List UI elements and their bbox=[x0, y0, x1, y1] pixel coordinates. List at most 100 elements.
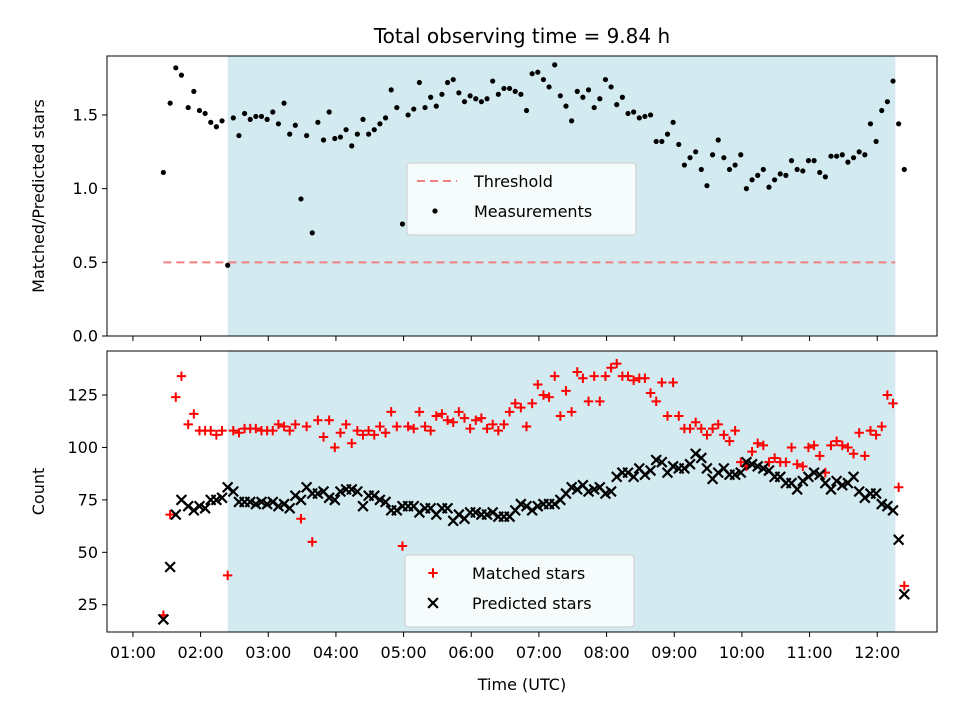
data-point bbox=[704, 183, 710, 189]
plot-frame bbox=[106, 55, 938, 337]
legend-box bbox=[404, 554, 635, 628]
data-point bbox=[307, 537, 317, 547]
data-point bbox=[791, 483, 803, 496]
data-point bbox=[527, 398, 537, 409]
data-point bbox=[442, 415, 453, 425]
data-point bbox=[465, 423, 475, 434]
panel-ratio: 0.0 0.5 1.0 1.5 Matched/Predicted stars Thres… bbox=[29, 55, 938, 346]
data-point bbox=[369, 430, 379, 440]
data-point bbox=[847, 471, 860, 483]
legend-label: Threshold bbox=[473, 172, 553, 191]
data-point bbox=[662, 411, 673, 421]
data-point bbox=[685, 423, 695, 434]
data-point bbox=[501, 85, 507, 92]
data-point bbox=[444, 79, 451, 86]
data-point bbox=[360, 116, 366, 122]
data-point bbox=[552, 62, 558, 68]
data-point bbox=[642, 113, 648, 120]
data-point bbox=[800, 168, 806, 174]
data-point bbox=[882, 390, 893, 400]
legend-label: Predicted stars bbox=[472, 594, 592, 613]
data-point bbox=[171, 392, 181, 402]
data-point bbox=[173, 65, 179, 71]
data-point bbox=[693, 149, 699, 155]
data-point bbox=[397, 541, 408, 551]
data-point bbox=[788, 158, 795, 164]
data-point bbox=[871, 430, 881, 440]
data-point bbox=[290, 419, 301, 430]
data-point bbox=[865, 425, 876, 436]
data-point bbox=[845, 159, 851, 165]
data-point bbox=[614, 102, 620, 108]
data-point bbox=[597, 96, 603, 102]
data-point bbox=[557, 93, 563, 99]
data-point bbox=[324, 415, 334, 425]
data-point bbox=[176, 371, 187, 381]
data-point bbox=[292, 122, 298, 128]
data-point bbox=[358, 430, 368, 440]
data-point bbox=[792, 459, 802, 469]
legend-label: Measurements bbox=[474, 202, 592, 221]
data-point bbox=[459, 413, 470, 423]
data-point bbox=[659, 138, 665, 145]
data-point bbox=[450, 76, 456, 83]
data-point bbox=[647, 112, 654, 118]
data-point bbox=[735, 466, 747, 479]
data-point bbox=[495, 91, 501, 97]
data-point bbox=[380, 428, 391, 438]
x-axis-label: Time (UTC) bbox=[477, 675, 566, 694]
data-point bbox=[580, 94, 586, 100]
data-point bbox=[625, 110, 631, 117]
data-point bbox=[230, 115, 236, 121]
data-point bbox=[837, 440, 847, 451]
series-measurements bbox=[160, 62, 907, 268]
legend: Threshold Measurements bbox=[406, 162, 637, 236]
data-point bbox=[264, 116, 270, 122]
data-point bbox=[668, 377, 678, 388]
data-point bbox=[529, 71, 535, 77]
data-point bbox=[769, 453, 780, 463]
data-point bbox=[219, 118, 225, 124]
data-point bbox=[595, 396, 605, 407]
data-point bbox=[484, 96, 490, 102]
data-point bbox=[644, 464, 657, 477]
data-point bbox=[877, 421, 887, 432]
data-point bbox=[301, 421, 312, 432]
data-point bbox=[216, 492, 228, 504]
data-point bbox=[892, 534, 905, 546]
data-point bbox=[555, 411, 566, 421]
data-point bbox=[284, 425, 295, 436]
data-point bbox=[848, 449, 859, 459]
plot-frame bbox=[106, 350, 938, 633]
data-point bbox=[563, 103, 569, 109]
data-point bbox=[817, 169, 823, 176]
data-point bbox=[572, 367, 582, 377]
y-axis-label: Count bbox=[29, 468, 48, 516]
data-point bbox=[651, 396, 661, 407]
data-point bbox=[206, 425, 216, 436]
data-point bbox=[167, 100, 173, 106]
data-point bbox=[736, 457, 746, 467]
data-point bbox=[561, 386, 571, 396]
data-point bbox=[805, 158, 812, 164]
data-point bbox=[178, 72, 185, 78]
y-tick-label: 0.0 bbox=[73, 327, 98, 346]
data-point bbox=[696, 423, 707, 434]
data-point bbox=[619, 94, 625, 100]
data-point bbox=[347, 438, 357, 448]
data-point bbox=[657, 377, 667, 388]
x-tick-label: 03:00 bbox=[245, 643, 291, 662]
data-point bbox=[523, 107, 530, 114]
legend-marker bbox=[427, 597, 439, 609]
data-point bbox=[798, 461, 808, 472]
data-point bbox=[357, 500, 369, 512]
data-point bbox=[752, 438, 763, 448]
data-point bbox=[448, 417, 458, 427]
data-point bbox=[674, 411, 684, 421]
data-point bbox=[431, 411, 441, 421]
data-point bbox=[606, 363, 616, 373]
data-point bbox=[755, 172, 761, 178]
data-point bbox=[160, 169, 166, 176]
data-point bbox=[379, 496, 392, 508]
